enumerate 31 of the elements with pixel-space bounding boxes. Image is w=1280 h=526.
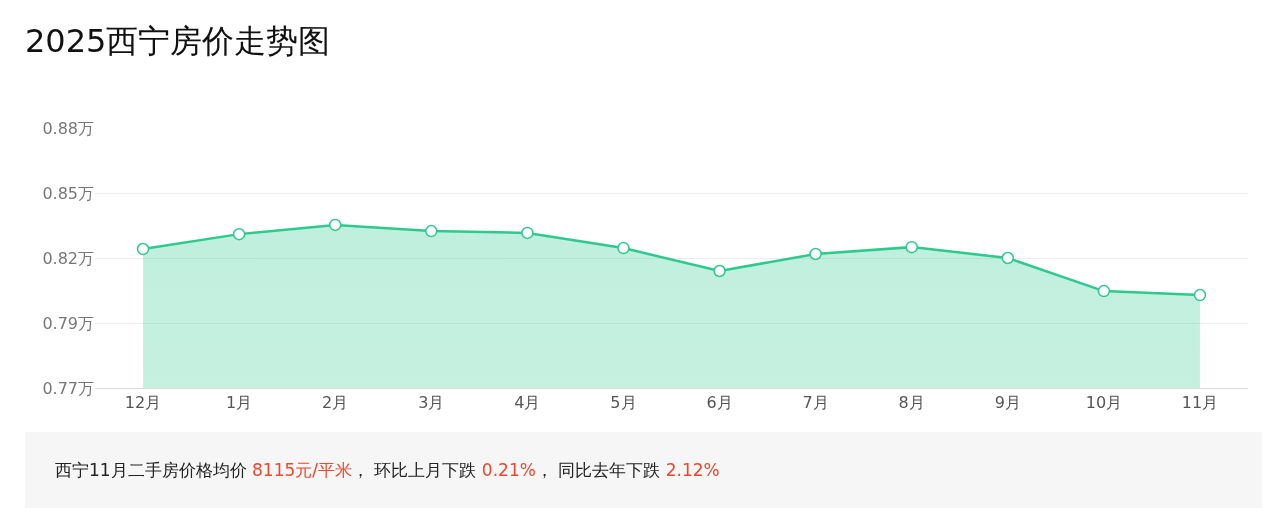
x-tick-label: 6月 [706, 393, 733, 413]
point [713, 264, 726, 278]
x-tick-label: 1月 [226, 393, 253, 413]
x-tick-label: 10月 [1085, 393, 1123, 413]
point [232, 227, 246, 241]
x-tick-label: 7月 [802, 393, 829, 413]
y-tick-label: 0.82万 [42, 248, 94, 268]
point [328, 218, 342, 232]
text: 西宁11月二手房价格均价 8115元/平米， 环比上月下跌 0.21%， 同比去年下跌 2.12% [55, 460, 720, 480]
x-tick-label: 11月 [1181, 393, 1219, 413]
point [425, 224, 438, 238]
y-tick-label: 0.79万 [42, 313, 94, 333]
x-tick-label: 2月 [322, 393, 349, 413]
x-tick-label: 5月 [610, 393, 637, 413]
point [521, 226, 534, 240]
point [905, 240, 918, 254]
x-tick-label: 8月 [898, 393, 925, 413]
point [1001, 251, 1015, 265]
x-tick-label: 9月 [994, 393, 1021, 413]
point [1193, 288, 1207, 302]
point [809, 247, 822, 261]
point [136, 242, 150, 256]
chart-title: 2025西宁房价走势图 [25, 22, 331, 61]
x-tick-label: 4月 [514, 393, 541, 413]
point [1097, 284, 1111, 298]
x-tick-label: 3月 [418, 393, 445, 413]
point [617, 241, 630, 255]
y-tick-label: 0.88万 [42, 118, 94, 138]
y-tick-label: 0.77万 [42, 378, 94, 398]
x-tick-label: 12月 [124, 393, 162, 413]
y-tick-label: 0.85万 [42, 183, 94, 203]
